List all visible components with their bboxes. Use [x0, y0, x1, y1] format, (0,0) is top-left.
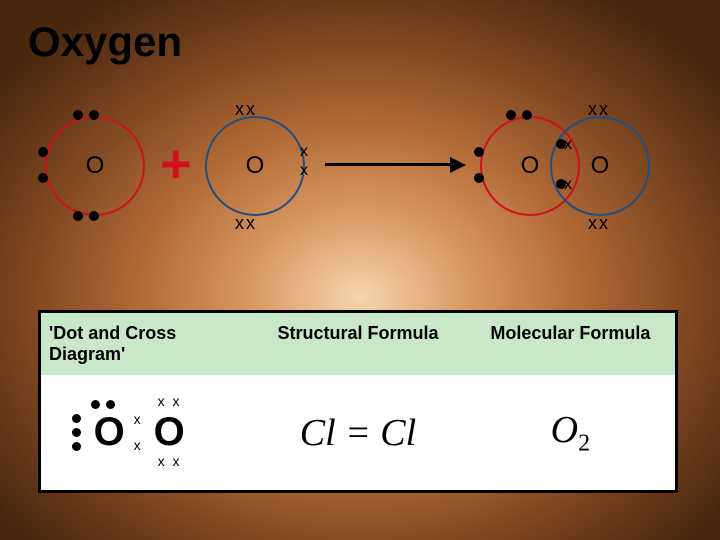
mid-cross-pair-bottom: xx [235, 213, 257, 234]
molecular-subscript: 2 [578, 430, 590, 456]
mini-cross-pair: x x [158, 454, 182, 468]
page-title: Oxygen [0, 0, 720, 66]
atom-label: O [86, 152, 105, 180]
electron-dot [89, 110, 99, 120]
slide-content: Oxygen O + O xx xx O O xx xx xxxx 'Dot a… [0, 0, 720, 291]
table-body-row: O O xxx xx x Cl = Cl O2 [41, 375, 675, 490]
mini-electron-cross: x [134, 412, 141, 426]
mini-o-right: O [154, 410, 185, 455]
right-cross-pair-top: xx [588, 99, 610, 120]
electron-cross: x [300, 163, 308, 179]
atom-label: O [521, 152, 540, 180]
left-oxygen-atom: O [45, 116, 145, 216]
mini-cross-pair: x x [158, 394, 182, 408]
electron-cross: x [300, 144, 308, 160]
electron-dot [73, 110, 83, 120]
plus-sign: + [160, 137, 192, 191]
mini-electron-dot [72, 428, 81, 437]
electron-cross: x [564, 177, 572, 193]
right-cross-pair-bottom: xx [588, 213, 610, 234]
electron-dot [38, 173, 48, 183]
header-structural: Structural Formula [250, 313, 466, 375]
electron-dot [38, 147, 48, 157]
formula-table: 'Dot and Cross Diagram' Structural Formu… [38, 310, 678, 493]
mini-electron-cross: x [134, 438, 141, 452]
header-molecular: Molecular Formula [466, 313, 675, 375]
mini-electron-dot [91, 400, 100, 409]
electron-cross: x [564, 137, 572, 153]
cell-dot-cross: O O xx x x x x [41, 375, 250, 490]
table-header-row: 'Dot and Cross Diagram' Structural Formu… [41, 313, 675, 375]
right-oxygen-atom-2: O [550, 116, 650, 216]
electron-dot [73, 211, 83, 221]
mid-cross-pair-top: xx [235, 99, 257, 120]
middle-oxygen-atom: O [205, 116, 305, 216]
electron-dot [474, 147, 484, 157]
mini-electron-dot [106, 400, 115, 409]
molecular-formula: O2 [551, 408, 590, 458]
electron-dot [89, 211, 99, 221]
cell-structural: Cl = Cl [250, 375, 466, 490]
mini-dot-cross-diagram: O O xx x x x x [66, 388, 226, 478]
electron-dot [506, 110, 516, 120]
reaction-diagram: O + O xx xx O O xx xx xxxx [0, 81, 720, 291]
header-dot-cross: 'Dot and Cross Diagram' [41, 313, 250, 375]
reaction-arrow-head [450, 157, 466, 173]
mini-o-left: O [94, 410, 125, 455]
electron-dot [522, 110, 532, 120]
molecular-base: O [551, 409, 578, 451]
structural-formula: Cl = Cl [300, 411, 416, 455]
mini-electron-dot [72, 414, 81, 423]
electron-dot [474, 173, 484, 183]
atom-label: O [591, 152, 610, 180]
reaction-arrow-line [325, 163, 450, 166]
mini-electron-dot [72, 442, 81, 451]
cell-molecular: O2 [466, 375, 675, 490]
atom-label: O [246, 152, 265, 180]
